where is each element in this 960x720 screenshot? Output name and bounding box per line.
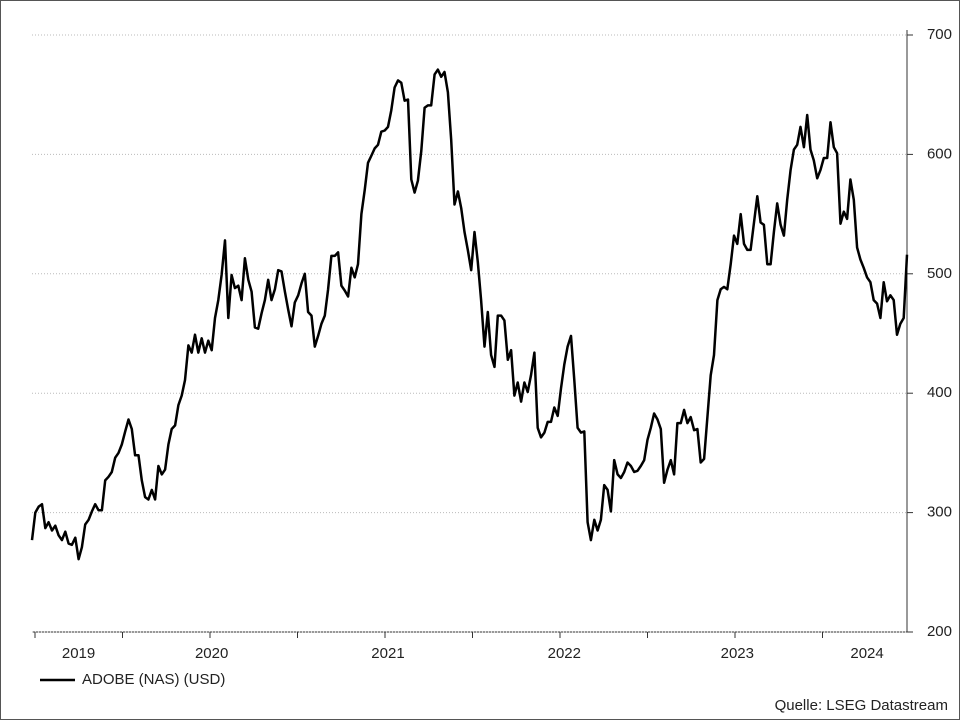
- y-tick-label: 700: [927, 26, 952, 43]
- legend-label: ADOBE (NAS) (USD): [82, 671, 225, 688]
- y-tick-label: 200: [927, 623, 952, 640]
- y-tick-label: 600: [927, 145, 952, 162]
- x-tick-label: 2020: [195, 645, 228, 662]
- x-tick-label: 2022: [548, 645, 581, 662]
- source: Quelle: LSEG Datastream: [775, 697, 948, 714]
- x-tick-label: 2021: [371, 645, 404, 662]
- y-tick-label: 400: [927, 384, 952, 401]
- y-tick-label: 500: [927, 265, 952, 282]
- price-line: [30, 68, 909, 561]
- y-tick-label: 300: [927, 504, 952, 521]
- x-tick-label: 2024: [850, 645, 883, 662]
- x-tick-label: 2019: [62, 645, 95, 662]
- x-tick-label: 2023: [721, 645, 754, 662]
